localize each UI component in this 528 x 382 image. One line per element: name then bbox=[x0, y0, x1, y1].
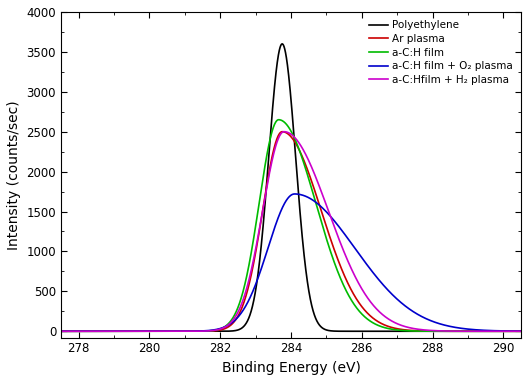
Ar plasma bbox=[373, 318, 380, 323]
a-C:H film + O₂ plasma bbox=[291, 192, 298, 196]
Polyethylene bbox=[344, 329, 351, 333]
Line: a-C:H film + O₂ plasma: a-C:H film + O₂ plasma bbox=[8, 194, 528, 331]
a-C:Hfilm + H₂ plasma bbox=[108, 329, 114, 333]
Ar plasma bbox=[221, 327, 228, 331]
a-C:H film bbox=[427, 329, 433, 333]
X-axis label: Binding Energy (eV): Binding Energy (eV) bbox=[222, 361, 361, 375]
a-C:H film bbox=[276, 117, 282, 122]
a-C:H film bbox=[373, 322, 380, 327]
a-C:Hfilm + H₂ plasma bbox=[344, 258, 351, 263]
a-C:Hfilm + H₂ plasma bbox=[427, 328, 433, 333]
a-C:H film bbox=[221, 325, 228, 329]
a-C:Hfilm + H₂ plasma bbox=[221, 325, 228, 330]
a-C:H film + O₂ plasma bbox=[373, 274, 380, 279]
Ar plasma bbox=[5, 329, 11, 333]
a-C:H film + O₂ plasma bbox=[5, 329, 11, 333]
Polyethylene bbox=[5, 329, 11, 333]
Polyethylene bbox=[221, 329, 228, 333]
Legend: Polyethylene, Ar plasma, a-C:H film, a-C:H film + O₂ plasma, a-C:Hfilm + H₂ plas: Polyethylene, Ar plasma, a-C:H film, a-C… bbox=[366, 17, 516, 88]
a-C:H film + O₂ plasma bbox=[470, 327, 477, 332]
Ar plasma bbox=[279, 129, 286, 134]
Ar plasma bbox=[344, 280, 351, 285]
a-C:H film bbox=[108, 329, 114, 333]
a-C:Hfilm + H₂ plasma bbox=[373, 306, 380, 311]
Polyethylene bbox=[427, 329, 433, 333]
a-C:H film + O₂ plasma bbox=[427, 318, 433, 323]
a-C:H film + O₂ plasma bbox=[344, 236, 351, 240]
a-C:H film + O₂ plasma bbox=[108, 329, 114, 333]
Polyethylene bbox=[373, 329, 380, 333]
Ar plasma bbox=[470, 329, 477, 333]
a-C:Hfilm + H₂ plasma bbox=[5, 329, 11, 333]
a-C:H film + O₂ plasma bbox=[221, 325, 228, 329]
a-C:H film bbox=[5, 329, 11, 333]
Ar plasma bbox=[108, 329, 114, 333]
Line: a-C:H film: a-C:H film bbox=[8, 120, 528, 331]
Line: Polyethylene: Polyethylene bbox=[8, 44, 528, 331]
a-C:Hfilm + H₂ plasma bbox=[281, 129, 287, 134]
a-C:H film bbox=[344, 291, 351, 296]
a-C:Hfilm + H₂ plasma bbox=[470, 329, 477, 333]
Polyethylene bbox=[470, 329, 477, 333]
a-C:H film bbox=[470, 329, 477, 333]
Ar plasma bbox=[427, 329, 433, 333]
Polyethylene bbox=[108, 329, 114, 333]
Polyethylene bbox=[279, 42, 285, 46]
Line: Ar plasma: Ar plasma bbox=[8, 132, 528, 331]
Y-axis label: Intensity (counts/sec): Intensity (counts/sec) bbox=[7, 100, 21, 249]
Line: a-C:Hfilm + H₂ plasma: a-C:Hfilm + H₂ plasma bbox=[8, 132, 528, 331]
